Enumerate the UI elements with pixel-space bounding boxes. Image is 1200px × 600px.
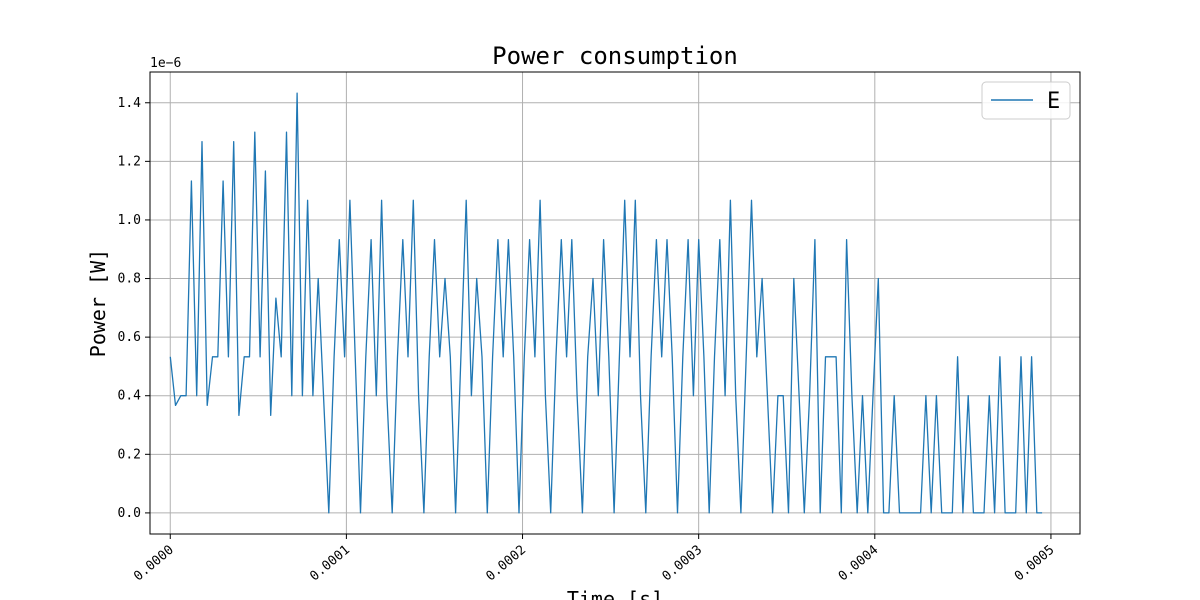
x-tick-label: 0.0000 — [131, 543, 177, 585]
x-tick-label: 0.0003 — [660, 543, 706, 585]
y-tick-label: 0.8 — [118, 272, 141, 287]
y-tick-label: 1.2 — [118, 154, 141, 169]
y-offset-label: 1e−6 — [150, 56, 181, 71]
x-tick-label: 0.0005 — [1012, 543, 1058, 585]
legend-label-e: E — [1047, 89, 1060, 114]
y-tick-label: 1.4 — [118, 96, 142, 111]
y-tick-label: 0.2 — [118, 447, 141, 462]
x-axis-ticks: 0.0000 0.0001 0.0002 0.0003 0.0004 0.0005 — [131, 534, 1058, 585]
chart-title: Power consumption — [492, 42, 738, 70]
y-tick-label: 0.4 — [118, 389, 142, 404]
y-axis-title: Power [W] — [86, 249, 110, 357]
y-tick-label: 0.6 — [118, 330, 141, 345]
series-line-e — [169, 92, 1043, 514]
series-layer — [169, 92, 1043, 514]
x-axis-title: Time [s] — [567, 587, 663, 600]
legend: E — [981, 81, 1071, 120]
y-tick-label: 1.0 — [118, 213, 141, 228]
plot-frame — [149, 71, 1081, 535]
y-axis-ticks: 0.0 0.2 0.4 0.6 0.8 1.0 1.2 1.4 — [118, 96, 150, 521]
x-tick-label: 0.0004 — [836, 542, 882, 584]
x-tick-label: 0.0002 — [483, 543, 529, 585]
y-tick-label: 0.0 — [118, 506, 141, 521]
x-tick-label: 0.0001 — [307, 543, 353, 585]
